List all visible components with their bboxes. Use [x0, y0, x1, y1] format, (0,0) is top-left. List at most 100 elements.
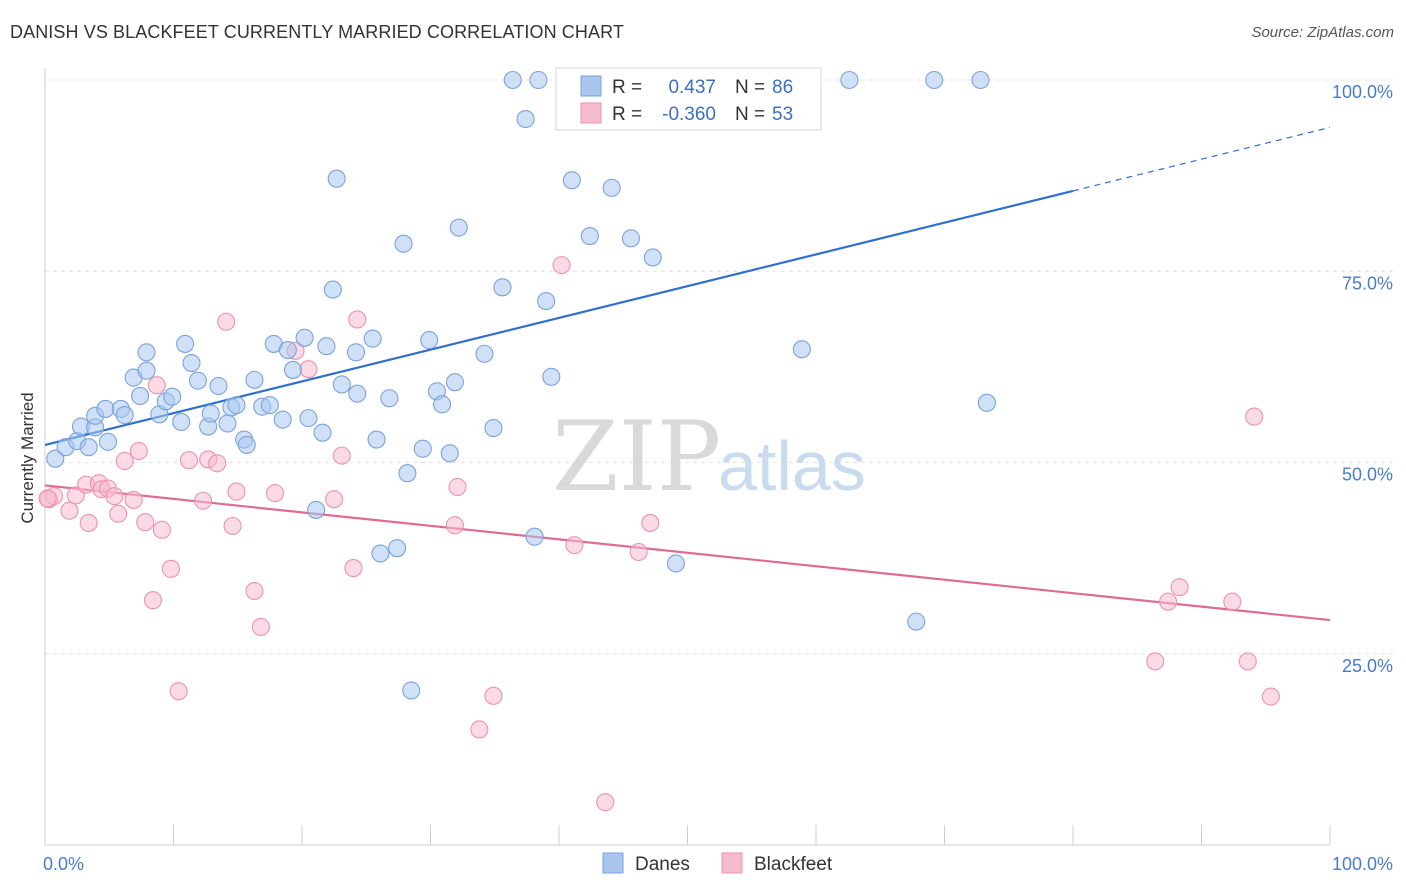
trend-lines	[44, 126, 1331, 622]
danes-point	[643, 248, 662, 267]
danes-point	[317, 337, 336, 356]
danes-point	[413, 439, 432, 458]
danes-point	[327, 169, 346, 188]
blackfeet-point	[208, 454, 227, 473]
blackfeet-point	[1146, 652, 1165, 671]
blackfeet-n-label: N =	[735, 104, 765, 125]
danes-point	[493, 278, 512, 297]
danes-point	[260, 396, 279, 415]
blackfeet-point	[484, 686, 503, 705]
danes-point	[131, 386, 150, 405]
danes-n-value: 86	[772, 77, 793, 98]
blackfeet-point	[325, 490, 344, 509]
blackfeet-point	[38, 489, 57, 508]
danes-point	[172, 412, 191, 432]
danes-point	[307, 500, 326, 519]
danes-point	[98, 432, 118, 451]
blackfeet-point	[348, 310, 367, 329]
danes-swatch	[580, 75, 602, 97]
y-tick-label: 50.0%	[1342, 465, 1393, 485]
danes-point	[402, 681, 421, 700]
danes-points	[46, 70, 996, 700]
x-tick-label-max: 100.0%	[1332, 854, 1393, 874]
blackfeet-point	[169, 682, 188, 701]
danes-point	[313, 423, 332, 442]
danes-point	[332, 375, 351, 394]
danes-point	[840, 70, 859, 90]
danes-point	[295, 328, 314, 347]
danes-point	[346, 343, 366, 362]
danes-point	[380, 389, 399, 408]
blackfeet-r-value: -0.360	[662, 104, 716, 125]
danes-point	[398, 464, 417, 483]
danes-point	[188, 371, 207, 390]
y-tick-label: 25.0%	[1342, 656, 1393, 676]
x-axis-ticks	[44, 825, 1331, 845]
danes-point	[137, 343, 156, 362]
blackfeet-point	[147, 376, 166, 395]
danes-point	[367, 430, 386, 449]
danes-point	[525, 527, 544, 546]
blackfeet-point	[1261, 687, 1280, 706]
blackfeet-point	[79, 513, 98, 532]
watermark-atlas: atlas	[718, 427, 866, 505]
danes-point	[503, 70, 522, 90]
danes-point	[537, 292, 556, 311]
blackfeet-point	[109, 504, 128, 523]
blackfeet-point	[641, 513, 660, 532]
blackfeet-point	[223, 516, 242, 536]
blackfeet-point	[596, 793, 615, 812]
danes-point	[394, 234, 413, 253]
danes-point	[163, 387, 182, 406]
blackfeet-point	[143, 591, 162, 610]
danes-point	[971, 70, 990, 90]
blackfeet-point	[565, 536, 584, 555]
danes-point	[299, 409, 318, 428]
danes-r-value: 0.437	[668, 77, 716, 98]
blackfeet-point	[227, 482, 246, 501]
danes-r-label: R =	[612, 77, 642, 98]
y-tick-label: 75.0%	[1342, 273, 1393, 293]
blackfeet-point	[332, 446, 351, 465]
blackfeet-point	[1238, 652, 1257, 671]
danes-point	[46, 449, 65, 468]
danes-point	[218, 414, 237, 433]
danes-trend-extension	[1072, 126, 1331, 192]
blackfeet-point	[60, 501, 79, 520]
blackfeet-point	[251, 617, 270, 637]
source-credit: Source: ZipAtlas.com	[1251, 24, 1394, 41]
danes-point	[245, 370, 264, 389]
stats-legend: R = 0.437 N = 86 R = -0.360 N = 53	[555, 67, 822, 131]
danes-point	[516, 109, 535, 129]
danes-point	[925, 70, 944, 90]
blackfeet-legend-label: Blackfeet	[754, 854, 833, 875]
danes-point	[449, 218, 468, 237]
watermark-zip: ZIP	[552, 401, 721, 513]
blackfeet-point	[217, 312, 236, 331]
blackfeet-point	[552, 256, 571, 275]
danes-point	[283, 360, 303, 379]
danes-point	[440, 444, 459, 463]
danes-legend-swatch	[602, 852, 624, 874]
blackfeet-point	[161, 559, 180, 578]
blackfeet-point	[299, 360, 318, 379]
danes-point	[201, 404, 220, 423]
blackfeet-point	[115, 451, 134, 471]
blackfeet-point	[245, 581, 264, 601]
danes-point	[977, 393, 996, 412]
blackfeet-r-label: R =	[612, 104, 642, 125]
blackfeet-point	[1245, 407, 1264, 426]
danes-point	[278, 340, 297, 360]
danes-point	[371, 544, 390, 563]
blackfeet-swatch	[580, 102, 602, 124]
danes-point	[580, 227, 599, 246]
danes-point	[445, 373, 464, 392]
blackfeet-point	[629, 542, 648, 562]
y-tick-label: 100.0%	[1332, 82, 1393, 102]
danes-point	[433, 395, 452, 414]
blackfeet-point	[344, 559, 363, 578]
danes-point	[323, 280, 342, 299]
danes-point	[792, 340, 811, 359]
grid-lines	[45, 79, 1395, 655]
danes-point	[182, 353, 201, 373]
